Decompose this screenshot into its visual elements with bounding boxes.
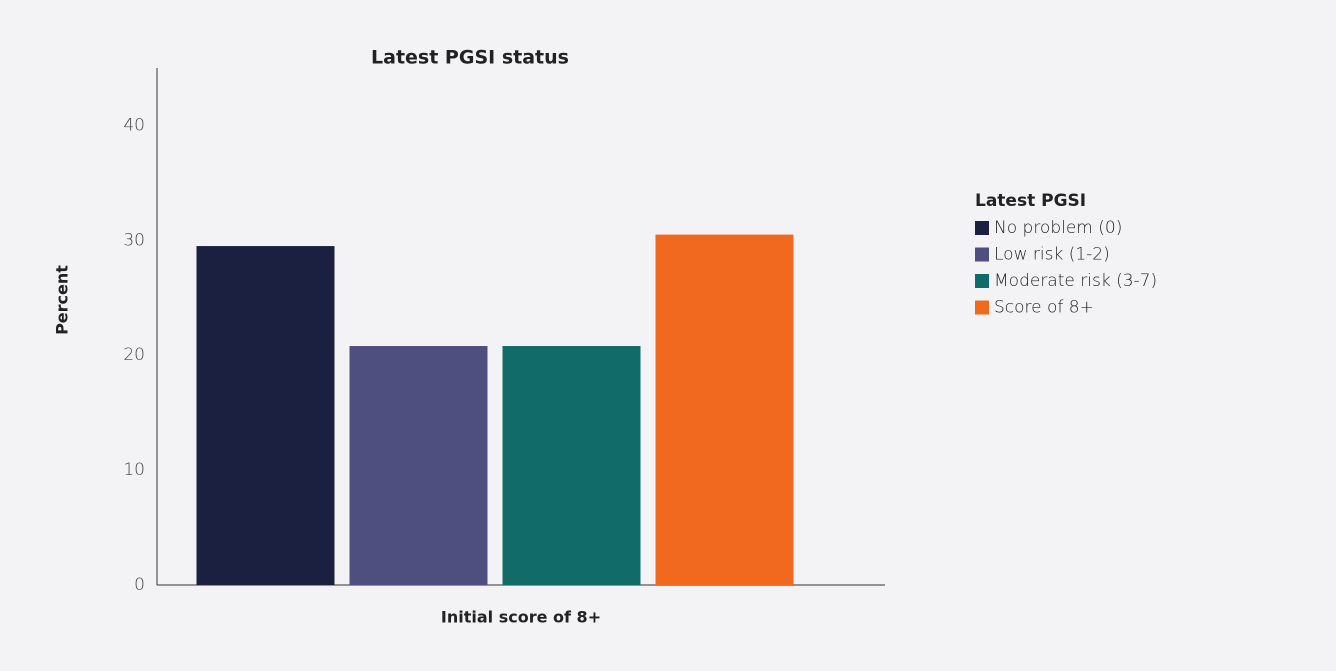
y-tick-label: 40 (123, 115, 145, 135)
legend-swatch (975, 274, 989, 288)
y-tick-label: 20 (123, 345, 145, 365)
y-axis-label: Percent (53, 265, 72, 335)
legend-label: Low risk (1-2) (994, 245, 1110, 265)
legend-label: Moderate risk (3-7) (994, 271, 1157, 291)
y-tick-label: 0 (134, 575, 145, 595)
bar (655, 234, 794, 586)
legend-title: Latest PGSI (975, 191, 1086, 211)
legend-swatch (975, 221, 989, 235)
bar (349, 346, 488, 585)
legend-swatch (975, 247, 989, 262)
x-tick-label: Initial score of 8+ (441, 608, 601, 627)
legend-label: Score of 8+ (994, 298, 1094, 318)
y-tick-label: 10 (123, 460, 145, 480)
legend-swatch (975, 300, 989, 315)
bar (502, 346, 641, 585)
bar (196, 246, 335, 586)
chart-title: Latest PGSI status (371, 47, 569, 69)
y-tick-label: 30 (123, 230, 145, 250)
legend-label: No problem (0) (994, 218, 1122, 238)
